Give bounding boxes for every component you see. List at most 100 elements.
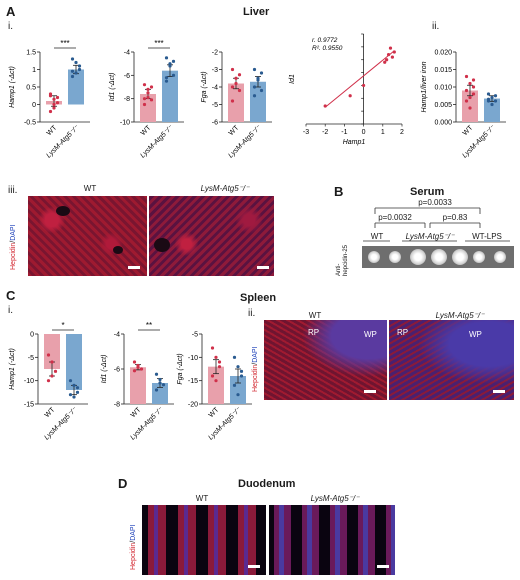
y-axis-label: Hamp1 (-Δct) [9, 348, 16, 390]
significance-label: ** [146, 321, 152, 330]
y-axis-label: Hamp1 (-Δct) [9, 66, 16, 108]
data-point [214, 355, 218, 359]
data-point [256, 78, 260, 82]
data-point [252, 67, 257, 72]
data-point [154, 388, 159, 392]
data-point [77, 67, 82, 72]
data-point [471, 92, 476, 96]
data-point [68, 379, 73, 383]
blot-spot [494, 251, 506, 263]
data-point [70, 74, 75, 79]
data-point [146, 91, 150, 95]
panel-letter-a: A [6, 4, 16, 19]
data-point [236, 365, 240, 369]
bar [68, 69, 84, 105]
data-point [323, 104, 327, 108]
y-tick-label: 1 [32, 67, 36, 74]
data-point [70, 69, 75, 73]
data-point [493, 99, 498, 103]
vessel [113, 246, 123, 254]
data-point [164, 76, 169, 80]
data-point [75, 386, 80, 390]
y-tick-label: 0 [32, 102, 36, 109]
data-point [236, 393, 240, 397]
bar [484, 98, 500, 122]
data-point [136, 365, 140, 369]
data-point [142, 102, 147, 107]
x-tick-label: WT [46, 124, 59, 137]
x-tick-label: 0 [362, 129, 366, 136]
section-title-duodenum: Duodenum [238, 478, 296, 490]
liver-image-ko [149, 196, 274, 276]
data-point [468, 81, 472, 86]
data-point [210, 346, 215, 350]
y-axis-label: Hamp1/liver iron [421, 61, 428, 112]
data-point [230, 85, 235, 89]
data-point [52, 97, 56, 101]
p-value-wt-vs-wtlps: p=0.0033 [418, 198, 452, 207]
y-tick-label: -15 [24, 402, 34, 409]
data-point [234, 76, 238, 80]
data-point [52, 106, 56, 110]
spleen-image-ko: RP WP [389, 320, 514, 400]
vessel [154, 238, 170, 252]
data-point [388, 46, 393, 50]
data-point [142, 83, 147, 87]
data-point [486, 99, 491, 103]
data-point [259, 71, 264, 75]
data-point [158, 381, 162, 385]
blot-spot [410, 249, 426, 265]
y-tick-label: -6 [212, 120, 218, 127]
data-point [164, 56, 169, 60]
scale-bar [128, 266, 140, 269]
significance-label: * [61, 321, 64, 330]
serum-comparison-brackets [363, 207, 510, 242]
y-tick-label: 0 [30, 332, 34, 339]
y-tick-label: -10 [24, 378, 34, 385]
y-tick-label: 0.015 [434, 67, 452, 74]
data-point [46, 353, 51, 357]
y-axis-label: Fga (-Δct) [177, 353, 184, 384]
data-point [171, 73, 176, 77]
bar [228, 83, 244, 122]
data-point [210, 374, 215, 378]
spleen-image-wt: RP WP [264, 320, 387, 400]
data-point [146, 87, 150, 91]
y-tick-label: -20 [188, 402, 198, 409]
data-point [385, 58, 389, 62]
y-axis-label: Id1 (-Δct) [101, 355, 108, 384]
data-point [168, 64, 172, 68]
data-point [53, 369, 58, 373]
data-point [230, 99, 235, 103]
x-tick-label: WT [462, 124, 475, 137]
x-tick-label: WT [140, 124, 153, 137]
data-point [52, 102, 56, 107]
x-tick-label: WT [208, 406, 221, 419]
data-point [383, 60, 387, 64]
bar [130, 367, 146, 404]
data-point [230, 67, 235, 72]
data-point [154, 372, 159, 376]
data-point [490, 102, 494, 107]
x-tick-label: WT [44, 406, 57, 419]
y-tick-label: -6 [114, 367, 120, 374]
data-point [468, 106, 472, 110]
blot-spot [368, 251, 380, 263]
data-point [161, 383, 166, 387]
data-point [142, 97, 147, 101]
section-title-spleen: Spleen [240, 292, 277, 304]
data-point [48, 109, 53, 114]
chart-a-hamp1: Hamp1 (-Δct)-0.500.511.5WTLysM-Atg5⁻/⁻**… [9, 39, 90, 160]
image-label-c-wt: WT [308, 311, 322, 320]
significance-label: *** [154, 39, 163, 48]
y-tick-label: -6 [124, 73, 130, 80]
group-label-ko: LysM-Atg5⁻/⁻ [405, 232, 455, 241]
y-tick-label: -4 [124, 50, 130, 57]
y-axis-label: Fga (-Δct) [201, 71, 208, 102]
data-point [74, 71, 78, 75]
data-point [50, 360, 54, 364]
